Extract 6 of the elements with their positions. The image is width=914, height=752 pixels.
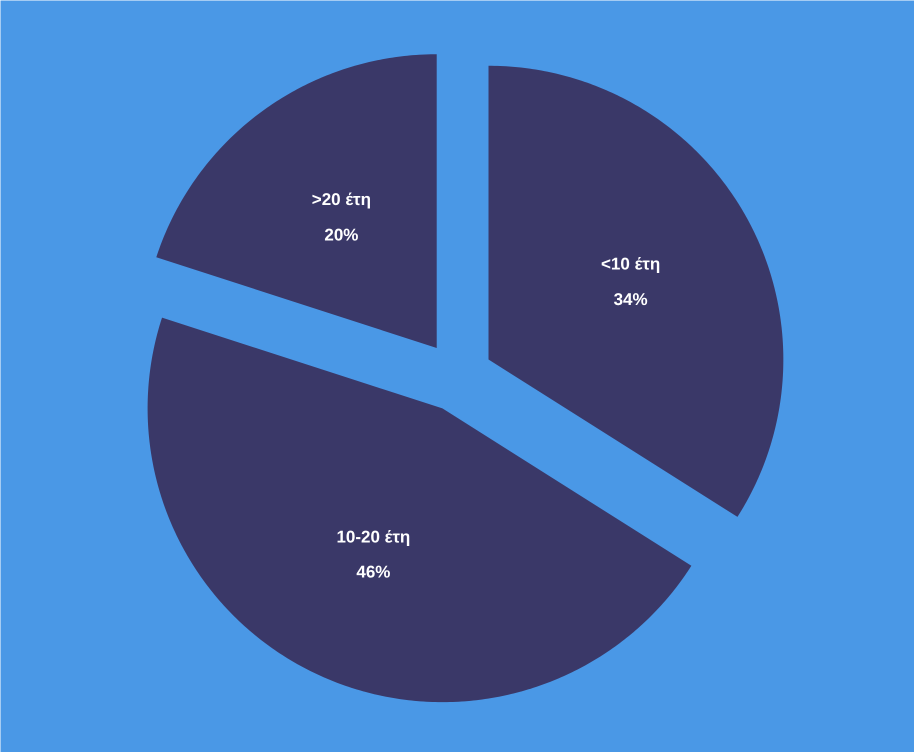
data-label: 46% (356, 562, 390, 582)
slice-label: 10-20 έτη (336, 527, 410, 546)
data-label: 20% (324, 225, 358, 244)
slice-label: >20 έτη (312, 190, 371, 210)
slice-label: <10 έτη (601, 254, 660, 274)
data-label: 34% (614, 290, 648, 309)
